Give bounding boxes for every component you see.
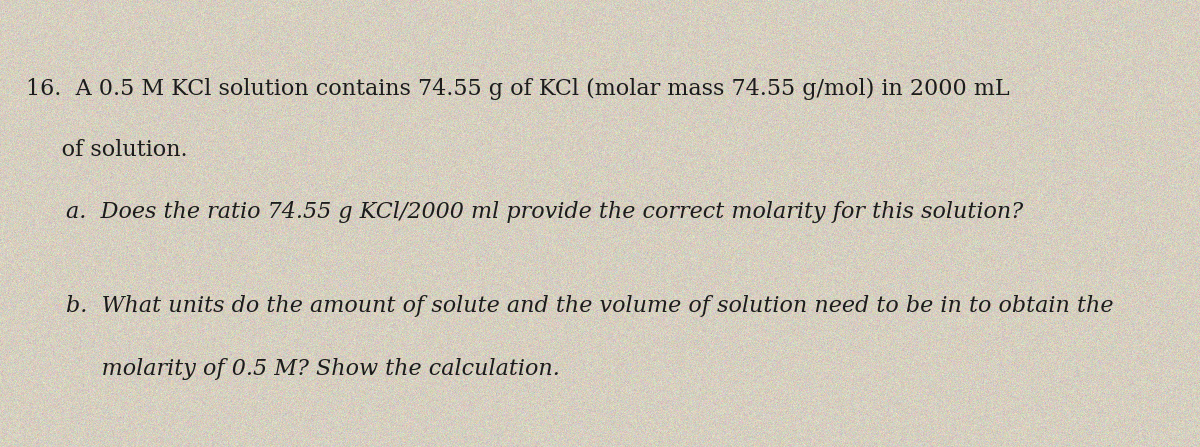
Text: 16.  A 0.5 M KCl solution contains 74.55 g of KCl (molar mass 74.55 g/mol) in 20: 16. A 0.5 M KCl solution contains 74.55 … bbox=[26, 78, 1010, 101]
Text: of solution.: of solution. bbox=[26, 139, 188, 161]
Text: b.  What units do the amount of solute and the volume of solution need to be in : b. What units do the amount of solute an… bbox=[66, 295, 1114, 317]
Text: molarity of 0.5 M? Show the calculation.: molarity of 0.5 M? Show the calculation. bbox=[66, 358, 560, 380]
Text: a.  Does the ratio 74.55 g KCl/2000 ml provide the correct molarity for this sol: a. Does the ratio 74.55 g KCl/2000 ml pr… bbox=[66, 201, 1024, 224]
